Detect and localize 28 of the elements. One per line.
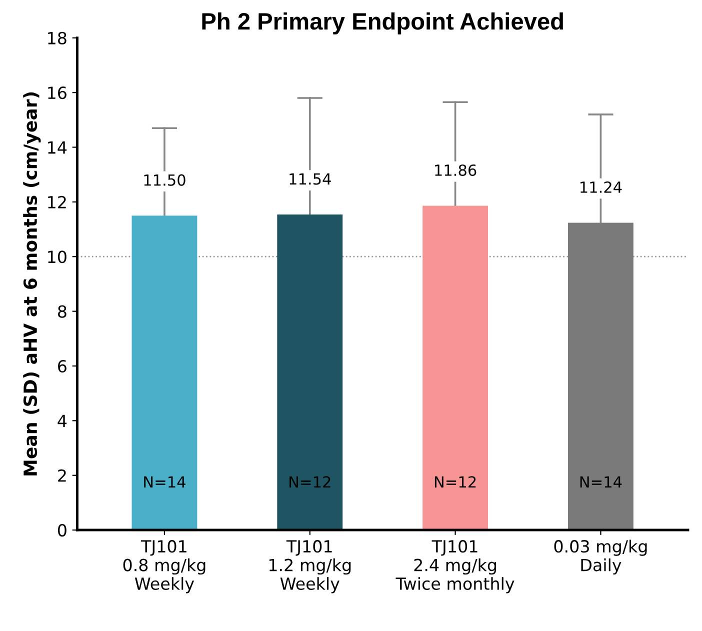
annotation: N=14: [144, 476, 186, 488]
data-label: 11.24: [580, 181, 622, 193]
x-tick-label: TJ101 2.4 mg/kg Twice monthly: [396, 540, 514, 594]
y-tick-label: 0: [58, 524, 66, 537]
annotation: N=14: [580, 476, 622, 488]
y-tick-label: 10: [48, 250, 66, 264]
data-label: 11.50: [144, 174, 186, 186]
x-tick-label: TJ101 1.2 mg/kg Weekly: [269, 540, 351, 594]
y-tick-label: 18: [48, 32, 66, 44]
chart-title: Ph 2 Primary Endpoint Achieved: [202, 12, 563, 34]
bar: [132, 216, 198, 530]
bar: [422, 206, 488, 530]
y-tick-label: 14: [48, 141, 67, 154]
y-tick-label: 6: [58, 360, 66, 373]
bar: [568, 222, 634, 530]
y-tick-label: 4: [58, 414, 67, 427]
y-tick-label: 12: [48, 196, 66, 208]
annotation: N=12: [290, 476, 330, 488]
y-tick-label: 16: [48, 86, 66, 100]
annotation: N=12: [434, 476, 476, 488]
data-label: 11.86: [435, 164, 476, 176]
x-tick-label: TJ101 0.8 mg/kg Weekly: [123, 540, 206, 594]
data-label: 11.54: [290, 173, 331, 185]
y-tick-label: 2: [58, 469, 66, 482]
bar: [277, 214, 343, 530]
y-axis-title: Mean (SD) aHV at 6 months (cm/year): [23, 92, 41, 476]
y-tick-label: 8: [58, 305, 66, 318]
x-tick-label: 0.03 mg/kg Daily: [554, 540, 647, 575]
